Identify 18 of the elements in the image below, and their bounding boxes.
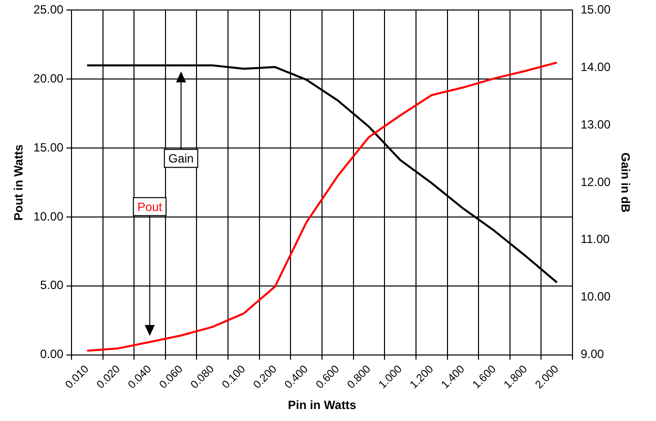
y-tick-label: 5.00 [40, 278, 64, 292]
y-tick-label: 10.00 [33, 209, 64, 224]
y2-tick-label: 9.00 [580, 347, 604, 362]
y2-tick-label: 15.00 [580, 2, 611, 17]
y-tick-label: 20.00 [33, 71, 64, 86]
y2-tick-label: 11.00 [580, 232, 610, 246]
x-axis-title: Pin in Watts [288, 398, 356, 412]
y-tick-label: 25.00 [33, 2, 64, 17]
text: Pout [137, 200, 163, 214]
y2-tick-label: 12.00 [580, 174, 611, 189]
y2-tick-label: 10.00 [580, 290, 611, 304]
y-axis-title: Pout in Watts [12, 144, 26, 221]
y2-tick-label: 13.00 [580, 117, 611, 132]
y2-tick-label: 14.00 [580, 60, 611, 74]
y-tick-label: 0.00 [40, 347, 64, 362]
y-tick-label: 15.00 [33, 140, 64, 154]
y2-axis-title: Gain in dB [618, 152, 632, 213]
text: Gain [168, 152, 194, 166]
